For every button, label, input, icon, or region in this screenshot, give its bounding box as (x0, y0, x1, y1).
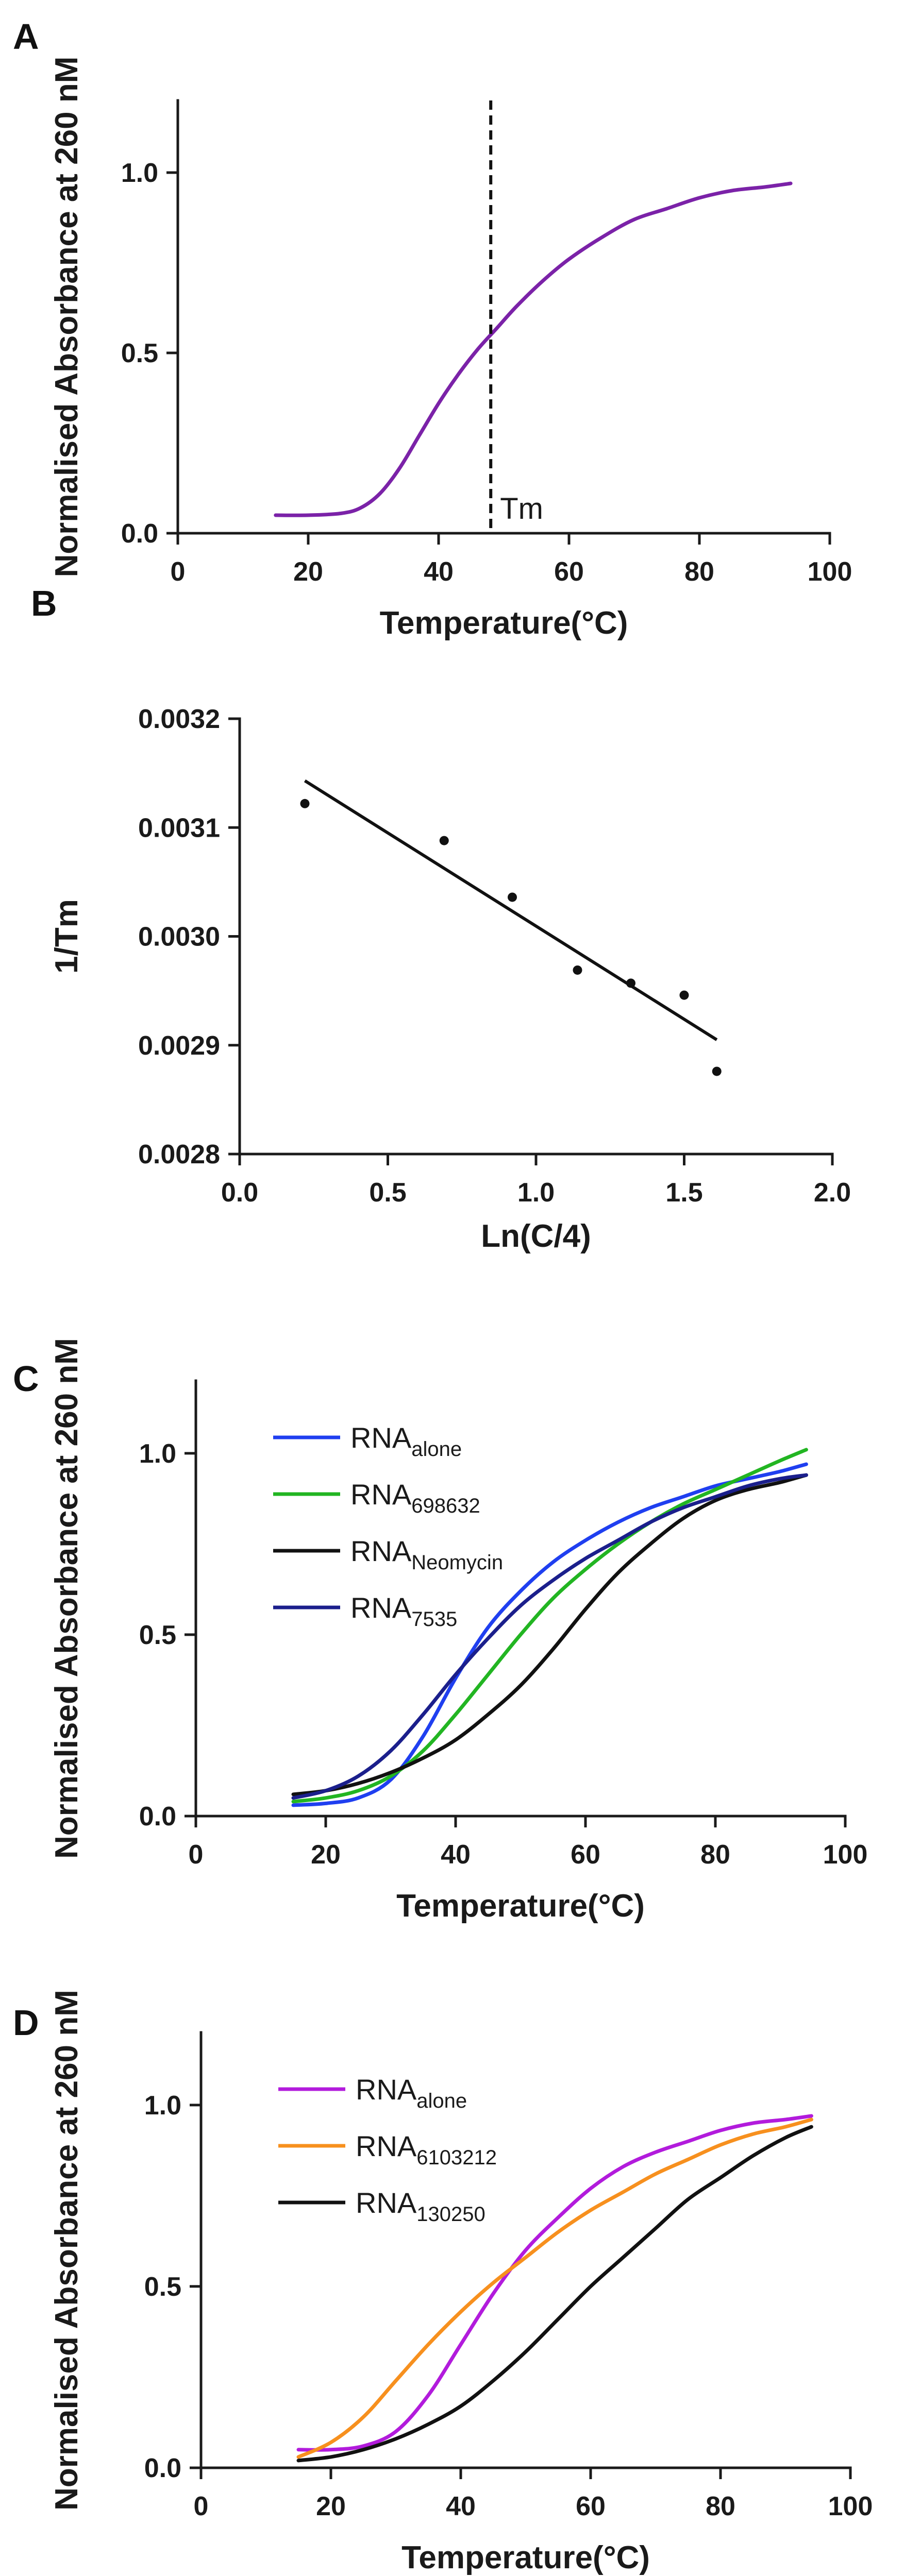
legend-main-text: RNA (350, 1535, 412, 1567)
panel-d-series-6103212-line (296, 2117, 813, 2459)
panel-c-y-axis-title: Normalised Absorbance at 260 nM (49, 1338, 85, 1859)
panel-d-series-alone-line (296, 2114, 813, 2452)
panel-c-series-698632-line (291, 1448, 808, 1804)
panel-b-data-point (679, 990, 689, 1000)
panel-a-label: A (13, 16, 39, 57)
panel-a-x-tick-label: 60 (554, 557, 584, 587)
panel-d-y-tick-label: 0.0 (144, 2453, 181, 2483)
panel-b-y-axis-title: 1/Tm (49, 899, 85, 974)
panel-b-x-tick-label: 2.0 (814, 1178, 851, 1208)
legend-subscript: alone (411, 1438, 462, 1461)
panel-d-legend-label-6103212: RNA6103212 (356, 2130, 497, 2169)
legend-main-text: RNA (350, 1591, 412, 1624)
panel-c-x-tick-label: 20 (311, 1840, 341, 1870)
panel-d-x-axis-title: Temperature(°C) (401, 2540, 650, 2575)
panel-b-data-point (626, 978, 635, 988)
panel-a-y-tick-label: 0.5 (121, 338, 158, 368)
panel-d-y-tick-label: 1.0 (144, 2091, 181, 2121)
legend-subscript: 7535 (411, 1608, 457, 1631)
panel-d-x-tick-label: 100 (828, 2492, 873, 2521)
panel-b-data-point (439, 836, 449, 845)
panel-b-x-tick-label: 1.5 (665, 1178, 702, 1208)
panel-a-y-axis-title: Normalised Absorbance at 260 nM (49, 57, 85, 578)
panel-a-x-tick-label: 20 (293, 557, 323, 587)
panel-c-legend-label-698632: RNA698632 (350, 1478, 480, 1517)
panel-c-legend-label-alone: RNAalone (350, 1421, 462, 1461)
panel-a-x-tick-label: 80 (684, 557, 714, 587)
panel-c-x-tick-label: 60 (571, 1840, 600, 1870)
panel-c-y-tick-label: 1.0 (139, 1439, 176, 1469)
legend-main-text: RNA (350, 1478, 412, 1511)
panel-b-data-point (573, 965, 582, 975)
panel-d-x-tick-label: 80 (706, 2492, 735, 2521)
panel-b-y-tick-label: 0.0029 (138, 1031, 220, 1061)
legend-subscript: Neomycin (411, 1551, 503, 1574)
legend-main-text: RNA (356, 2073, 417, 2106)
panel-c-x-tick-label: 40 (441, 1840, 471, 1870)
legend-main-text: RNA (350, 1421, 412, 1454)
panel-b-y-tick-label: 0.0030 (138, 922, 220, 952)
legend-subscript: 6103212 (416, 2146, 497, 2169)
panel-b-data-point (508, 892, 517, 902)
panel-c-y-tick-label: 0.5 (139, 1620, 176, 1650)
panel-c-series-alone-line (291, 1462, 808, 1807)
panel-a-x-axis-title: Temperature(°C) (380, 605, 628, 641)
panel-d-x-tick-label: 20 (316, 2492, 346, 2521)
panel-c-label: C (13, 1359, 39, 1399)
panel-d-legend-label-130250: RNA130250 (356, 2187, 485, 2226)
panel-a-y-tick-label: 1.0 (121, 158, 158, 188)
panel-c-x-tick-label: 0 (189, 1840, 204, 1870)
panel-c-series-neomycin-line (291, 1473, 808, 1797)
panel-c-legend-label-7535: RNA7535 (350, 1591, 457, 1631)
panel-a-chart: A 0 20 40 60 80 100 0.0 0.5 1.0 Temperature(°C) Nor… (13, 16, 852, 641)
panel-a-x-tick-label: 0 (171, 557, 186, 587)
panel-d-x-tick-label: 40 (446, 2492, 476, 2521)
panel-b-x-tick-label: 1.0 (517, 1178, 555, 1208)
panel-d-x-tick-label: 60 (576, 2492, 606, 2521)
panel-c-x-axis-title: Temperature(°C) (396, 1888, 645, 1924)
panel-b-label: B (31, 583, 57, 623)
panel-b-chart: B 0.0 0.5 1.0 1.5 2.0 0.0028 0.0029 0.0030 0.0031… (31, 583, 851, 1254)
legend-main-text: RNA (356, 2130, 417, 2162)
panel-d-y-axis-title: Normalised Absorbance at 260 nM (49, 1990, 85, 2511)
panel-b-data-point (300, 799, 310, 808)
panel-b-y-tick-label: 0.0031 (138, 813, 220, 843)
legend-subscript: 698632 (411, 1495, 480, 1517)
panel-d-x-tick-label: 0 (194, 2492, 209, 2521)
panel-c-y-tick-label: 0.0 (139, 1802, 176, 1832)
panel-a-x-tick-label: 40 (424, 557, 454, 587)
panel-a-tm-label: Tm (500, 492, 543, 526)
panel-a-x-tick-label: 100 (808, 557, 852, 587)
panel-d-label: D (13, 2003, 39, 2043)
panel-b-y-tick-label: 0.0032 (138, 704, 220, 734)
panel-b-x-tick-label: 0.0 (221, 1178, 258, 1208)
panel-d-legend-label-alone: RNAalone (356, 2073, 467, 2112)
panel-c-x-tick-label: 100 (823, 1840, 868, 1870)
panel-d-series-130250-line (296, 2125, 813, 2463)
panel-b-x-axis-title: Ln(C/4) (481, 1218, 591, 1254)
panel-c-legend-label-neomycin: RNANeomycin (350, 1535, 503, 1574)
panel-d-y-tick-label: 0.5 (144, 2272, 181, 2302)
panel-c-series-7535-line (291, 1473, 808, 1800)
panel-b-x-tick-label: 0.5 (369, 1178, 406, 1208)
panel-c-x-tick-label: 80 (700, 1840, 730, 1870)
panel-a-y-tick-label: 0.0 (121, 519, 158, 549)
panel-b-y-tick-label: 0.0028 (138, 1140, 220, 1170)
panel-b-fit-line (304, 779, 718, 1041)
legend-subscript: 130250 (416, 2203, 485, 2226)
panel-b-data-point (712, 1066, 722, 1076)
legend-subscript: alone (416, 2090, 467, 2112)
legend-main-text: RNA (356, 2187, 417, 2219)
panel-c-chart: C 0 20 40 60 80 100 0.0 0.5 1.0 Temperature(°C) Nor… (13, 1338, 867, 1924)
panel-d-chart: D 0 20 40 60 80 100 0.0 0.5 1.0 Temperature(°C) Nor… (13, 1990, 873, 2575)
panel-a-series-rna-line (274, 181, 793, 517)
